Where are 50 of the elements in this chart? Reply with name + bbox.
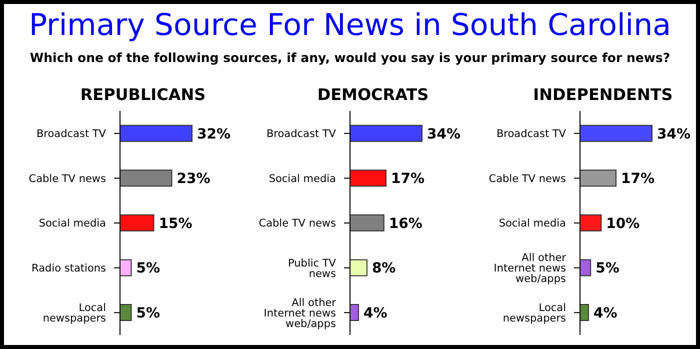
- bar: [120, 304, 132, 322]
- chart-title: INDEPENDENTS: [532, 85, 674, 106]
- bar: [580, 259, 592, 276]
- bar: [120, 214, 154, 232]
- y-tick-label: Cable TV news: [258, 218, 336, 230]
- y-tick-label: Broadcast TV: [266, 128, 337, 140]
- y-tick-label: Social media: [268, 172, 336, 185]
- bar: [120, 124, 192, 142]
- bar: [580, 170, 616, 187]
- data-label: 17%: [621, 171, 655, 188]
- y-tick-label: All other Internet news web/apps: [264, 296, 337, 330]
- bar: [350, 304, 359, 322]
- y-tick-label: Broadcast TV: [36, 128, 107, 140]
- y-tick-label: Broadcast TV: [496, 128, 567, 140]
- bar: [350, 214, 384, 232]
- text: Which one of the following sources, if any, would you say is your primary source for news?: [28, 50, 672, 65]
- data-label: 23%: [176, 171, 210, 188]
- y-tick-label: Social media: [38, 218, 106, 230]
- bar: [580, 214, 602, 232]
- chart-title: DEMOCRATS: [316, 85, 430, 106]
- data-label: 8%: [372, 260, 396, 277]
- data-label: 5%: [136, 306, 160, 322]
- data-label: 34%: [427, 126, 461, 142]
- data-label: 34%: [657, 126, 691, 142]
- bar: [350, 170, 386, 187]
- data-label: 10%: [606, 216, 640, 232]
- y-tick-label: Radio stations: [32, 262, 106, 275]
- bar: [580, 124, 652, 142]
- y-tick-label: Social media: [498, 218, 566, 230]
- data-label: 15%: [158, 216, 192, 232]
- data-label: 16%: [388, 216, 422, 232]
- data-label: 5%: [596, 260, 620, 277]
- y-tick-label: All other Internet news web/apps: [494, 252, 567, 286]
- y-tick-label: Cable TV news: [28, 172, 106, 185]
- bar: [350, 259, 368, 276]
- data-label: 17%: [391, 171, 425, 188]
- data-label: 4%: [593, 306, 618, 322]
- data-label: 4%: [363, 306, 388, 322]
- y-tick-label: Local newspapers: [502, 302, 566, 325]
- y-tick-label: Local newspapers: [42, 302, 106, 325]
- bar: [120, 259, 132, 276]
- data-label: 32%: [197, 126, 231, 142]
- bar: [120, 170, 172, 187]
- bar: [350, 124, 422, 142]
- data-label: 5%: [136, 260, 160, 277]
- text: Primary Source For News in South Carolina: [28, 7, 672, 44]
- y-tick-label: Public TV news: [288, 257, 337, 280]
- chart-title: REPUBLICANS: [79, 85, 207, 106]
- bar: [580, 304, 589, 322]
- y-tick-label: Cable TV news: [488, 172, 566, 185]
